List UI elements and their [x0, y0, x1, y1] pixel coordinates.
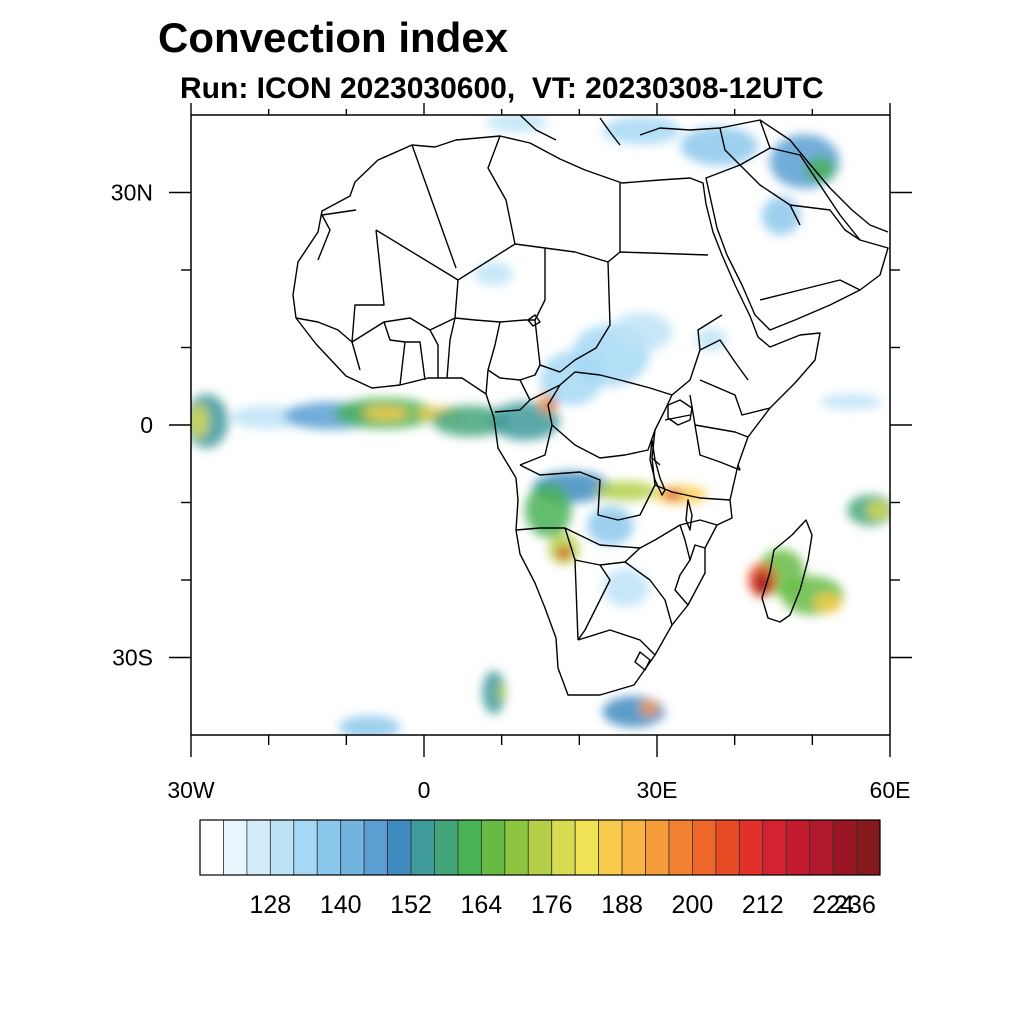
convection-cell: [524, 483, 572, 538]
colorbar-swatch: [715, 819, 740, 876]
colorbar-label: 152: [390, 891, 432, 919]
convection-cell: [866, 500, 890, 520]
colorbar-swatch: [363, 819, 388, 876]
convection-cell: [474, 262, 514, 286]
lon-tick-label: 0: [418, 777, 431, 803]
convection-cell: [820, 394, 883, 410]
colorbar-swatch: [269, 819, 295, 876]
lake-chad: [527, 314, 541, 327]
colorbar-swatch: [387, 819, 412, 876]
colorbar-swatch: [246, 819, 271, 876]
convection-cell: [587, 506, 634, 546]
lake-tanganyika: [649, 439, 666, 496]
convection-cell: [610, 312, 673, 352]
interior-borders-central: [487, 314, 749, 466]
colorbar-swatch: [574, 819, 600, 876]
convection-cell: [695, 328, 727, 352]
convection-cell: [497, 683, 506, 702]
colorbar-label: 236: [834, 891, 876, 919]
colorbar-swatch: [856, 819, 881, 876]
gulf-coastline: [789, 139, 889, 233]
interior-borders-arabia: [719, 119, 861, 301]
arabia-coastline: [705, 147, 889, 331]
lake-malawi: [685, 499, 693, 531]
colorbar-label: 212: [742, 891, 784, 919]
colorbar-label: 200: [672, 891, 714, 919]
interior-borders-south: [515, 464, 718, 671]
colorbar-label: 140: [320, 891, 362, 919]
interior-borders-east: [651, 379, 771, 501]
colorbar-swatch: [480, 819, 506, 876]
interior-borders-west: [295, 317, 535, 395]
convection-cell: [431, 405, 510, 437]
madagascar-coastline: [761, 519, 813, 623]
colorbar-label: 176: [531, 891, 573, 919]
colorbar-swatch: [457, 819, 482, 876]
colorbar-swatch: [410, 819, 435, 876]
colorbar-swatch: [293, 819, 318, 876]
colorbar-swatch: [598, 819, 623, 876]
colorbar-swatch: [809, 819, 834, 876]
mediterranean-coast: [519, 115, 791, 146]
convection-cell: [594, 480, 657, 501]
convection-cell: [602, 568, 650, 608]
colorbar-swatch: [668, 819, 693, 876]
convection-field: [191, 115, 890, 735]
country-borders: [292, 115, 889, 696]
convection-cell: [556, 546, 571, 560]
colorbar-swatch: [692, 819, 717, 876]
lon-tick-label: 60E: [870, 777, 911, 803]
convection-cell: [486, 115, 549, 133]
convection-cell: [813, 593, 842, 614]
colorbar-swatch: [199, 819, 224, 876]
colorbar-swatch: [762, 819, 787, 876]
axis-ticks: [169, 103, 912, 757]
colorbar-swatch: [551, 819, 576, 876]
convection-cell: [602, 116, 681, 145]
lake-victoria: [667, 399, 693, 426]
convection-cell: [482, 670, 506, 715]
colorbar-swatch: [340, 819, 365, 876]
colorbar-swatch: [645, 819, 670, 876]
lat-tick-label: 30N: [111, 180, 153, 206]
lon-tick-label: 30W: [167, 777, 215, 803]
colorbar-label: 128: [249, 891, 291, 919]
colorbar: [199, 819, 881, 876]
map-title: Convection index: [158, 14, 509, 61]
convection-cell: [361, 406, 409, 421]
colorbar-swatch: [504, 819, 529, 876]
lat-tick-label: 30S: [112, 645, 153, 671]
lon-tick-label: 30E: [637, 777, 678, 803]
colorbar-swatch: [621, 819, 646, 876]
colorbar-swatch: [527, 819, 553, 876]
convection-cell: [338, 715, 401, 735]
colorbar-swatch: [738, 819, 764, 876]
convection-cell: [639, 700, 659, 716]
convection-cell: [680, 126, 758, 166]
africa-coastline: [292, 135, 821, 696]
convection-cell: [191, 404, 209, 439]
colorbar-label: 164: [461, 891, 503, 919]
colorbar-label: 188: [601, 891, 643, 919]
convection-cell: [754, 573, 770, 595]
map-subtitle: Run: ICON 2023030600, VT: 20230308-12UTC: [180, 72, 824, 105]
colorbar-swatch: [223, 819, 248, 876]
lat-tick-label: 0: [140, 412, 153, 438]
colorbar-swatch: [434, 819, 459, 876]
axis-tick-labels: 30W 0 30E 60E 30N 0 30S: [111, 180, 911, 804]
colorbar-swatch: [832, 819, 857, 876]
convection-cell: [804, 156, 836, 182]
colorbar-outline: [199, 819, 881, 876]
colorbar-label: 224: [812, 891, 854, 919]
colorbar-swatch: [316, 819, 342, 876]
colorbar-swatch: [785, 819, 811, 876]
